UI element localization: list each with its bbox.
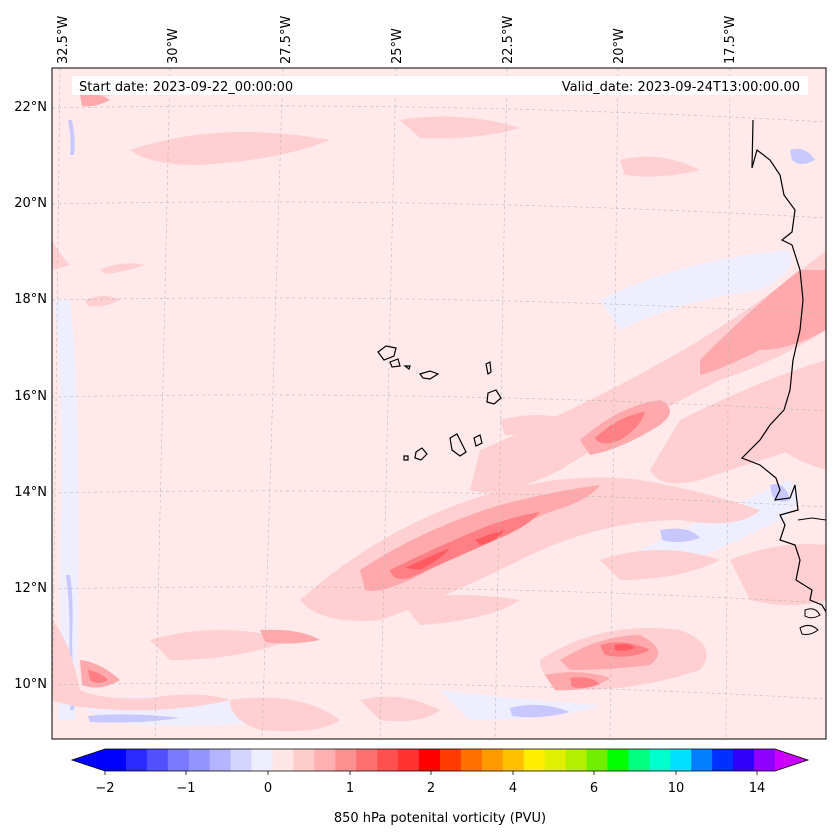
field-background [52,68,826,739]
start-date-box [72,76,308,95]
colorbar-segment [712,749,734,771]
lat-label: 22°N [14,100,47,115]
cape-verde-islands [377,345,502,461]
colorbar-segment [230,749,253,771]
colorbar-segment [356,749,378,771]
colorbar-left-extend [72,749,105,771]
colorbar-segment [523,749,546,771]
lon-label: 22.5°W [501,16,516,64]
colorbar-segment [754,749,776,771]
latitude-labels: 22°N 20°N 18°N 16°N 14°N 12°N 10°N [14,100,47,692]
lat-label: 14°N [14,485,47,500]
colorbar-tick-label: 1 [346,781,354,796]
colorbar-segment [146,749,169,771]
colorbar-segment [188,749,211,771]
colorbar-ticks: −2 −1 0 1 2 4 6 10 14 [95,771,765,796]
colorbar-segment [565,749,588,771]
map-frame [51,67,827,740]
colorbar-segment [691,749,713,771]
colorbar-tick-label: −1 [176,781,195,796]
colorbar-tick-label: 0 [264,781,272,796]
lon-label: 32.5°W [56,16,71,64]
peak-positive-pv-region [405,530,635,651]
colorbar-tick-label: 14 [749,781,766,796]
lat-label: 12°N [14,581,47,596]
graticule [52,68,826,739]
colorbar-tick-label: −2 [95,781,114,796]
colorbar-tick-label: 6 [590,781,598,796]
colorbar-tick-label: 2 [427,781,435,796]
colorbar-segment [167,749,190,771]
colorbar-segment [670,749,692,771]
banner-fill [308,76,808,95]
colorbar-segment [377,749,399,771]
lat-label: 20°N [14,196,47,211]
gambia-coast [797,517,826,521]
longitude-labels: 32.5°W 30°W 27.5°W 25°W 22.5°W 20°W 17.5… [56,16,738,64]
colorbar-segment [398,749,420,771]
colorbar-segments [105,749,776,771]
colorbar-segment [314,749,336,771]
colorbar-segment [607,749,629,771]
start-date-label: Start date: 2023-09-22_00:00:00 [79,80,293,95]
colorbar-segment [502,749,525,771]
lon-label: 27.5°W [279,16,294,64]
bissagos-islands [799,608,821,635]
lon-label: 25°W [390,28,405,64]
colorbar-segment [125,749,148,771]
colorbar-tick-label: 4 [509,781,517,796]
colorbar-segment [544,749,567,771]
colorbar-segment [105,749,127,771]
colorbar-segment [481,749,504,771]
lon-label: 20°W [612,28,627,64]
colorbar-segment [586,749,608,771]
colorbar-segment [251,749,273,771]
colorbar-segment [628,749,650,771]
africa-coastline [740,119,826,613]
colorbar-tick-label: 10 [668,781,685,796]
colorbar: −2 −1 0 1 2 4 6 10 14 850 hPa potenital vorticit… [70,748,810,826]
colorbar-label: 850 hPa potenital vorticity (PVU) [334,811,546,826]
colorbar-segment [649,749,671,771]
lon-label: 17.5°W [723,16,738,64]
colorbar-segment [335,749,357,771]
colorbar-segment [272,749,294,771]
colorbar-segment [419,749,441,771]
lat-label: 18°N [14,292,47,307]
colorbar-segment [293,749,315,771]
weak-positive-pv-region [52,77,826,732]
colorbar-segment [460,749,483,771]
lat-label: 10°N [14,677,47,692]
lon-label: 30°W [166,28,181,64]
lat-label: 16°N [14,389,47,404]
colorbar-segment [440,749,462,771]
colorbar-right-extend [775,749,808,771]
valid-date-label: Valid_date: 2023-09-24T13:00:00.00 [562,80,800,95]
map-panel [52,68,826,739]
colorbar-segment [209,749,232,771]
colorbar-segment [733,749,755,771]
